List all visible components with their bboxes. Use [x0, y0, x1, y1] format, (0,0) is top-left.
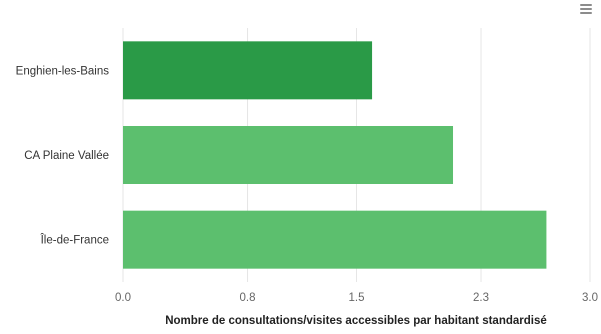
x-axis-ticks: 0.0 0.8 1.5 2.3 3.0 [115, 292, 598, 304]
x-tick-label: 1.5 [349, 292, 365, 304]
bar[interactable] [123, 210, 547, 269]
hamburger-menu-icon[interactable] [578, 0, 596, 16]
bars [123, 41, 547, 269]
category-label: Enghien-les-Bains [16, 65, 110, 77]
category-labels: Enghien-les-Bains CA Plaine Vallée Île-de-… [16, 65, 110, 246]
x-tick-label: 0.0 [115, 292, 131, 304]
x-tick-label: 2.3 [473, 292, 489, 304]
x-axis-title: Nombre de consultations/visites accessib… [165, 315, 547, 327]
bar[interactable] [123, 126, 454, 184]
bar[interactable] [123, 41, 373, 100]
x-tick-label: 3.0 [582, 292, 598, 304]
x-tick-label: 0.8 [240, 292, 256, 304]
category-label: CA Plaine Vallée [24, 150, 109, 162]
category-label: Île-de-France [40, 234, 109, 247]
